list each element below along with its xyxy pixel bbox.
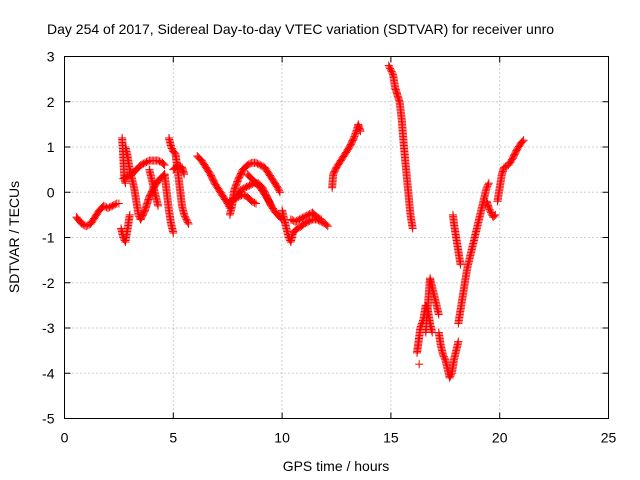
y-tick-label: -5 [42,411,55,427]
plot-frame [64,56,609,419]
data-point [317,215,326,224]
data-point [415,360,424,369]
x-tick-label: 25 [601,430,617,446]
data-point [456,260,465,269]
data-point [491,210,500,219]
y-tick-label: -1 [42,230,55,246]
grid-lines [64,56,609,419]
x-tick-label: 15 [383,430,399,446]
x-tick-label: 10 [274,430,290,446]
data-point [111,200,120,209]
data-point [315,214,324,223]
data-point [519,136,528,145]
y-tick-label: 0 [47,184,55,200]
data-point [275,186,284,195]
data-point [169,228,178,237]
y-tick-label: -3 [42,320,55,336]
data-point [490,212,499,221]
data-point [484,180,493,189]
data-point [275,188,284,197]
x-tick-label: 20 [492,430,508,446]
data-point [125,210,134,219]
data-point [484,179,493,188]
data-point [114,199,123,208]
y-tick-label: 1 [47,139,55,155]
data-point [267,201,276,210]
axis-ticks: 0 5 10 15 20 25 -5 -4 -3 -2 -1 0 1 2 3 [42,49,616,446]
data-point [434,310,443,319]
data-point [160,161,169,170]
data-point [250,198,259,207]
data-point [121,179,130,188]
data-point [454,337,463,346]
y-tick-label: -2 [42,275,55,291]
data-point [323,222,332,231]
y-tick-label: -4 [42,365,55,381]
y-tick-label: 2 [47,94,55,110]
data-point [183,218,192,227]
y-tick-label: 3 [47,49,55,65]
data-point [180,170,189,179]
data-point [251,199,260,208]
x-tick-label: 0 [61,430,69,446]
x-tick-label: 5 [169,430,177,446]
data-point [322,221,331,230]
data-point [518,137,527,146]
data-point [408,224,417,233]
data-point [184,219,193,228]
data-points [72,61,528,382]
chart-title: Day 254 of 2017, Sidereal Day-to-day VTE… [47,21,554,37]
data-point [159,159,168,168]
data-point [266,200,275,209]
data-point [356,127,365,136]
y-axis-label: SDTVAR / TECUs [6,181,22,293]
data-point [154,201,163,210]
x-axis-label: GPS time / hours [283,458,390,474]
